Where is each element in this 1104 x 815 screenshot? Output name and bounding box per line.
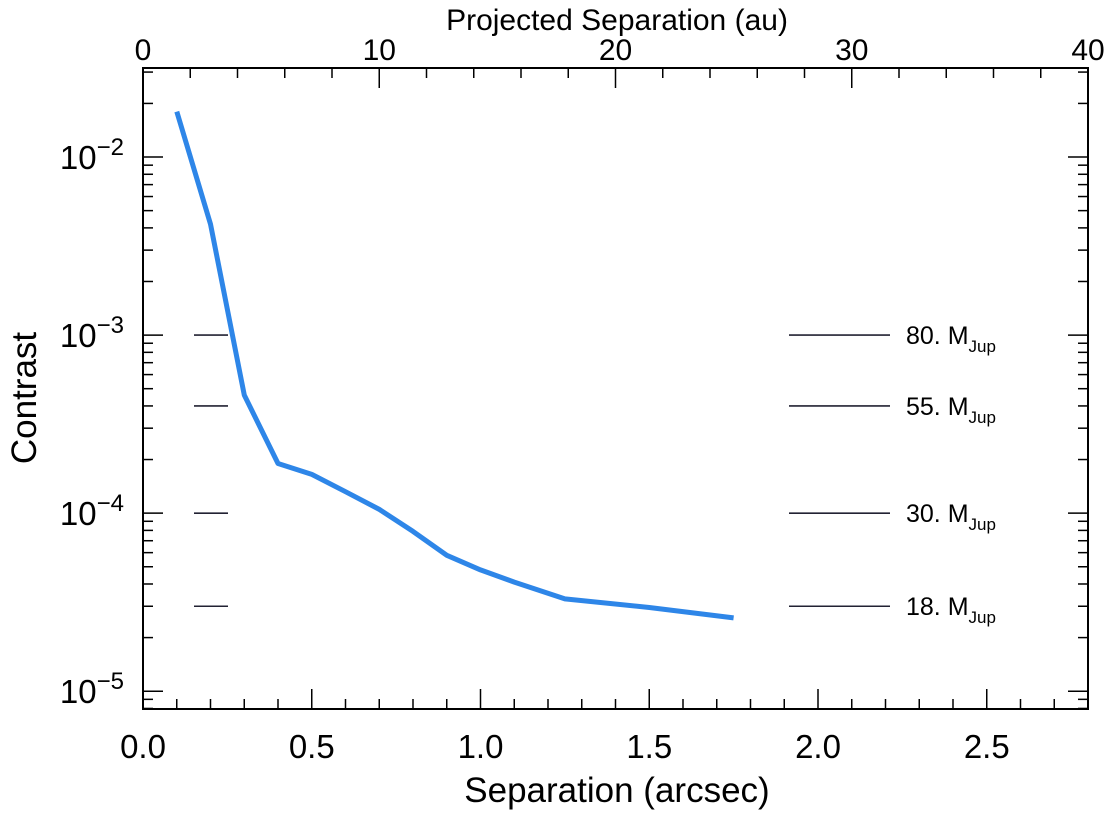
mass-label: 80. MJup [906,322,996,356]
mass-label: 18. MJup [906,593,996,627]
x-tick-label: 1.5 [626,728,672,765]
y-tick-label: 10−3 [60,312,124,354]
mass-label-subscript: Jup [969,608,996,627]
mass-label-subscript: Jup [969,515,996,534]
x-axis-label: Separation (arcsec) [464,771,769,810]
y-tick-base: 10 [60,139,97,176]
y-tick-base: 10 [60,317,97,354]
x-tick-label: 2.5 [964,728,1010,765]
x-tick-label: 1.0 [458,728,504,765]
x2-tick-label: 0 [135,34,152,67]
x2-tick-label: 30 [835,34,868,67]
contrast-curve-line [174,110,734,621]
y-tick-exponent: −5 [97,668,124,695]
x2-tick-label: 40 [1071,34,1104,67]
top-axis-label: Projected Separation (au) [446,4,788,37]
mass-label-value: 18. M [906,593,969,621]
y-tick-label: 10−4 [60,490,124,532]
mass-label-value: 80. M [906,322,969,350]
y-tick-exponent: −3 [97,312,124,339]
x2-tick-label: 10 [363,34,396,67]
y-tick-base: 10 [60,673,97,710]
y-tick-exponent: −4 [97,490,124,517]
x-tick-label: 0.0 [120,728,166,765]
mass-label: 30. MJup [906,500,996,534]
y-tick-exponent: −2 [97,134,124,161]
mass-label-subscript: Jup [969,408,996,427]
y-tick-label: 10−5 [60,668,124,710]
mass-label-value: 55. M [906,393,969,421]
y-tick-label: 10−2 [60,134,124,176]
x-tick-label: 2.0 [795,728,841,765]
mass-label-subscript: Jup [969,337,996,356]
y-axis-label: Contrast [5,332,44,465]
x2-tick-label: 20 [599,34,632,67]
x-tick-label: 0.5 [289,728,335,765]
y-tick-base: 10 [60,495,97,532]
mass-label: 55. MJup [906,393,996,427]
mass-label-value: 30. M [906,500,969,528]
